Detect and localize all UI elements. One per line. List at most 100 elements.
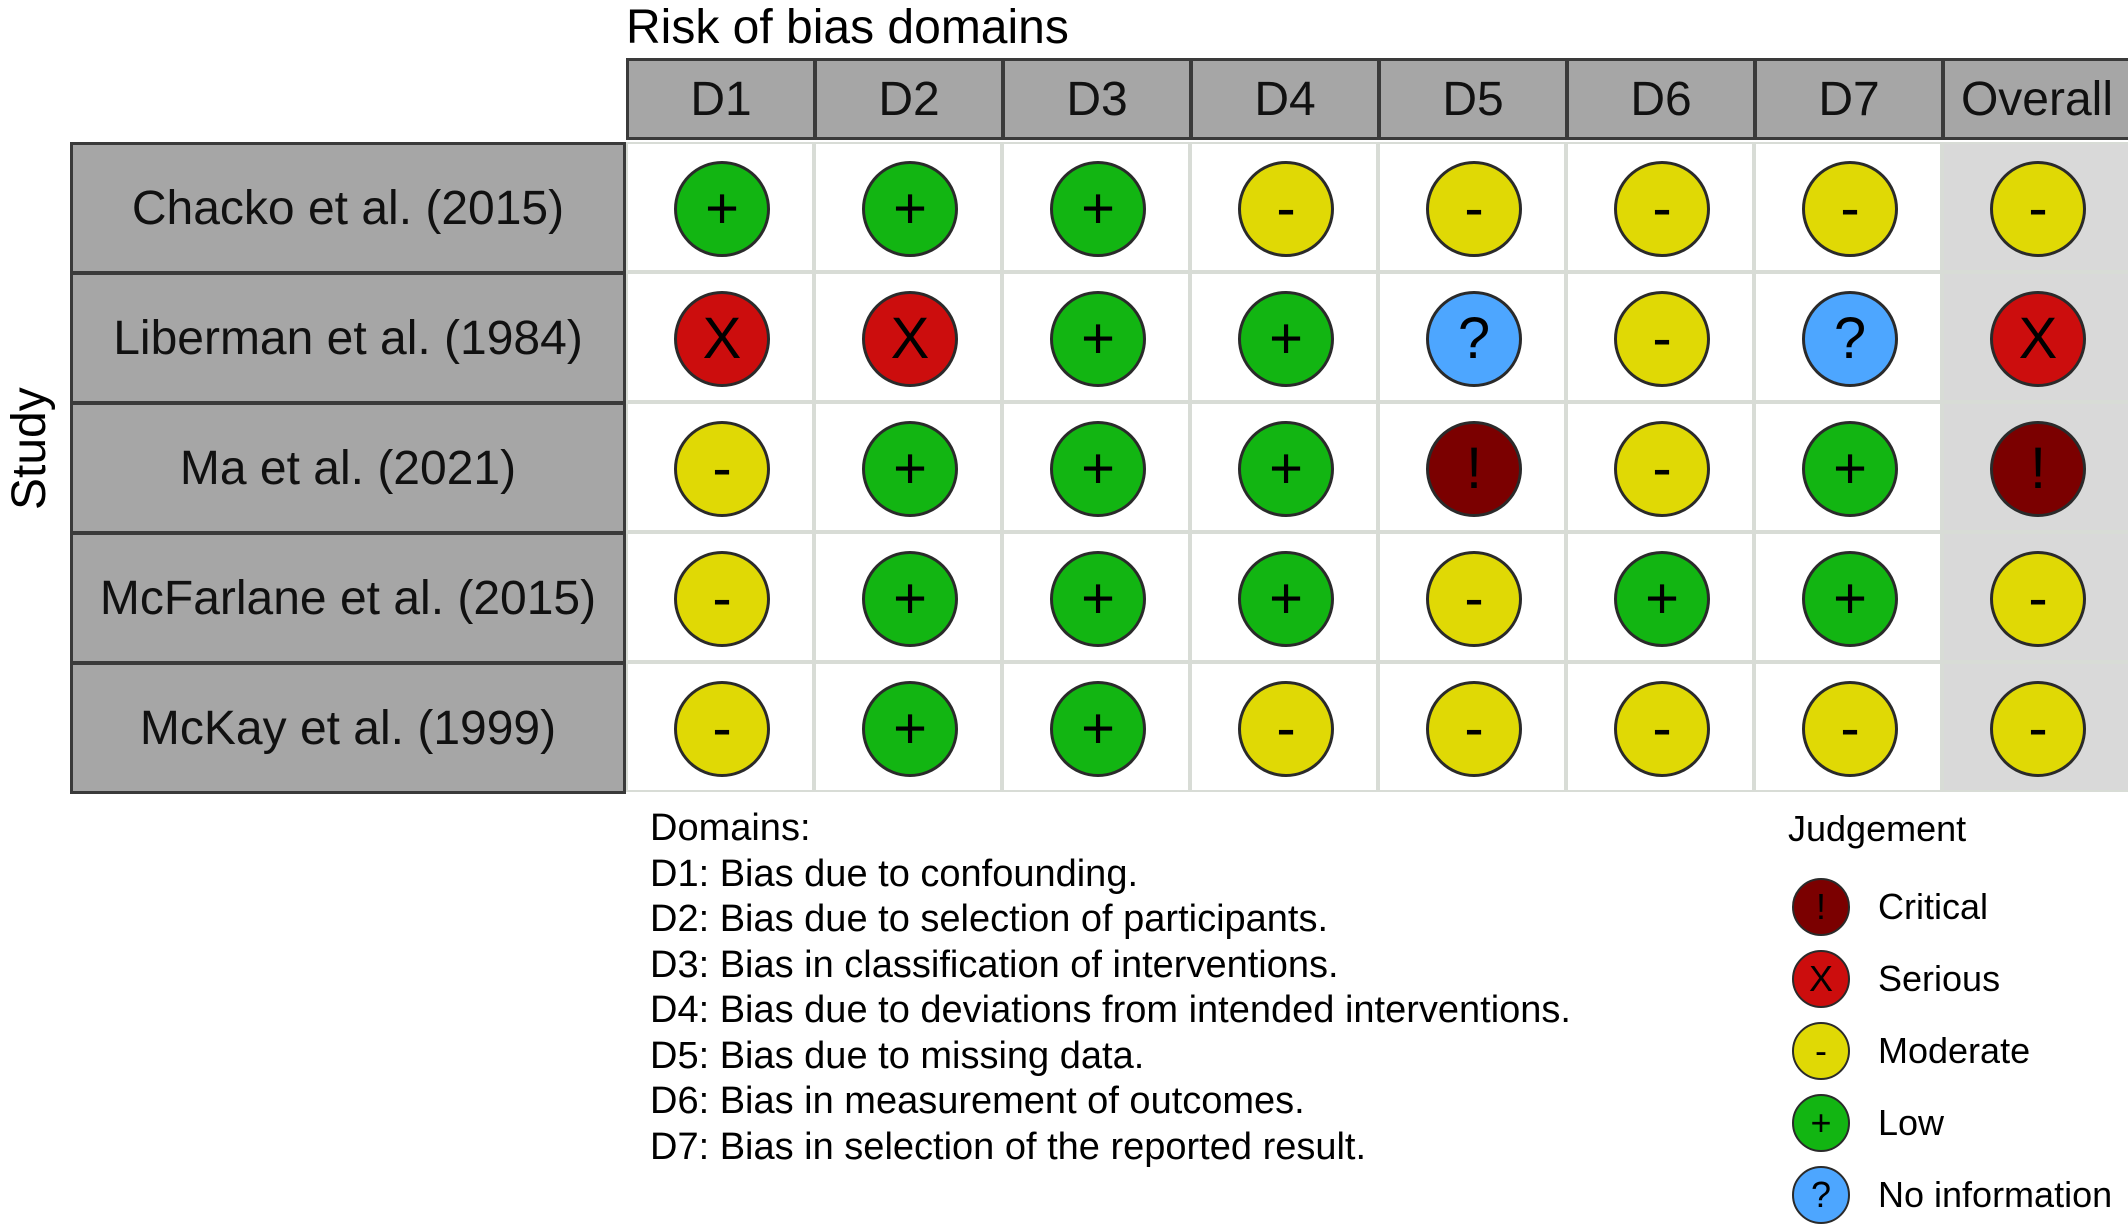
column-header-d5: D5 [1378, 58, 1568, 140]
cell-d3: + [1002, 532, 1190, 662]
cell-d2: + [814, 532, 1002, 662]
judgement-moderate-icon: - [674, 421, 770, 517]
judgement-low-icon: + [1802, 421, 1898, 517]
judgement-legend-title: Judgement [1788, 808, 1967, 849]
cell-d3: + [1002, 662, 1190, 792]
domain-d2: D2: Bias due to selection of participant… [650, 898, 1329, 940]
judgement-low-icon: + [674, 161, 770, 257]
domains-legend: Domains: D1: Bias due to confounding. D2… [650, 806, 1571, 1170]
legend-item-critical: ! Critical [1792, 878, 2122, 938]
domain-d7: D7: Bias in selection of the reported re… [650, 1125, 1367, 1168]
cell-d5: - [1378, 532, 1566, 662]
column-header-d6: D6 [1566, 58, 1756, 140]
study-label: McFarlane et al. (2015) [70, 532, 626, 664]
cell-d2: X [814, 272, 1002, 402]
y-axis-label: Study [3, 387, 56, 510]
judgement-low-icon: + [862, 421, 958, 517]
cell-d1: X [626, 272, 814, 402]
domain-d1: D1: Bias due to confounding. [650, 852, 1139, 895]
column-header-d4: D4 [1190, 58, 1380, 140]
judgement-low-icon: + [1050, 681, 1146, 777]
study-label: Liberman et al. (1984) [70, 272, 626, 404]
cell-d2: + [814, 662, 1002, 792]
column-header-d3: D3 [1002, 58, 1192, 140]
study-label: McKay et al. (1999) [70, 662, 626, 794]
cell-d5: - [1378, 142, 1566, 272]
judgement-serious-icon: X [862, 291, 958, 387]
legend-low-icon: + [1792, 1094, 1850, 1152]
judgement-no-information-icon: ? [1802, 291, 1898, 387]
judgement-moderate-icon: - [1990, 161, 2086, 257]
legend-critical-icon: ! [1792, 878, 1850, 936]
judgement-low-icon: + [1238, 421, 1334, 517]
chart-title: Risk of bias domains [626, 1, 1069, 54]
cell-overall: X [1942, 272, 2128, 402]
cell-d6: - [1566, 142, 1754, 272]
legend-no-information-icon: ? [1792, 1166, 1850, 1224]
judgement-moderate-icon: - [1990, 681, 2086, 777]
judgement-moderate-icon: - [1614, 291, 1710, 387]
cell-d7: - [1754, 142, 1942, 272]
legend-item-no-information: ? No information [1792, 1166, 2122, 1226]
judgement-moderate-icon: - [1614, 681, 1710, 777]
judgement-low-icon: + [1614, 551, 1710, 647]
cell-d4: + [1190, 402, 1378, 532]
cell-d3: + [1002, 142, 1190, 272]
judgement-moderate-icon: - [1426, 681, 1522, 777]
cell-d1: - [626, 402, 814, 532]
cell-d4: - [1190, 662, 1378, 792]
judgement-low-icon: + [862, 551, 958, 647]
judgement-low-icon: + [862, 161, 958, 257]
judgement-low-icon: + [1050, 291, 1146, 387]
cell-overall: ! [1942, 402, 2128, 532]
cell-d7: - [1754, 662, 1942, 792]
cell-overall: - [1942, 532, 2128, 662]
judgement-moderate-icon: - [1802, 161, 1898, 257]
judgement-critical-icon: ! [1426, 421, 1522, 517]
cell-d6: - [1566, 662, 1754, 792]
judgement-moderate-icon: - [1990, 551, 2086, 647]
judgement-low-icon: + [1238, 551, 1334, 647]
judgement-moderate-icon: - [674, 681, 770, 777]
judgement-moderate-icon: - [1614, 161, 1710, 257]
legend-moderate-icon: - [1792, 1022, 1850, 1080]
judgement-serious-icon: X [674, 291, 770, 387]
cell-d7: ? [1754, 272, 1942, 402]
column-header-overall: Overall [1942, 58, 2128, 140]
cell-d2: + [814, 142, 1002, 272]
cell-d4: - [1190, 142, 1378, 272]
cell-d4: + [1190, 272, 1378, 402]
cell-d7: + [1754, 532, 1942, 662]
cell-d1: + [626, 142, 814, 272]
legend-item-moderate: - Moderate [1792, 1022, 2122, 1082]
cell-d6: - [1566, 402, 1754, 532]
judgement-moderate-icon: - [1802, 681, 1898, 777]
judgement-moderate-icon: - [1426, 161, 1522, 257]
cell-d7: + [1754, 402, 1942, 532]
study-label: Ma et al. (2021) [70, 402, 626, 534]
judgement-low-icon: + [1802, 551, 1898, 647]
legend-serious-icon: X [1792, 950, 1850, 1008]
domain-d3: D3: Bias in classification of interventi… [650, 943, 1339, 986]
cell-d6: + [1566, 532, 1754, 662]
legend-item-serious: X Serious [1792, 950, 2122, 1010]
legend-item-low: + Low [1792, 1094, 2122, 1154]
judgement-moderate-icon: - [1238, 161, 1334, 257]
legend-label: Moderate [1878, 1030, 2031, 1071]
judgement-serious-icon: X [1990, 291, 2086, 387]
cell-d5: - [1378, 662, 1566, 792]
judgement-low-icon: + [1050, 551, 1146, 647]
cell-overall: - [1942, 142, 2128, 272]
cell-d1: - [626, 532, 814, 662]
cell-d2: + [814, 402, 1002, 532]
cell-d5: ! [1378, 402, 1566, 532]
judgement-low-icon: + [1050, 421, 1146, 517]
domains-legend-title: Domains: [650, 807, 811, 849]
cell-d5: ? [1378, 272, 1566, 402]
legend-label: No information [1878, 1174, 2113, 1215]
domain-d5: D5: Bias due to missing data. [650, 1034, 1145, 1077]
column-header-d1: D1 [626, 58, 816, 140]
legend-label: Critical [1878, 886, 1989, 927]
judgement-moderate-icon: - [674, 551, 770, 647]
